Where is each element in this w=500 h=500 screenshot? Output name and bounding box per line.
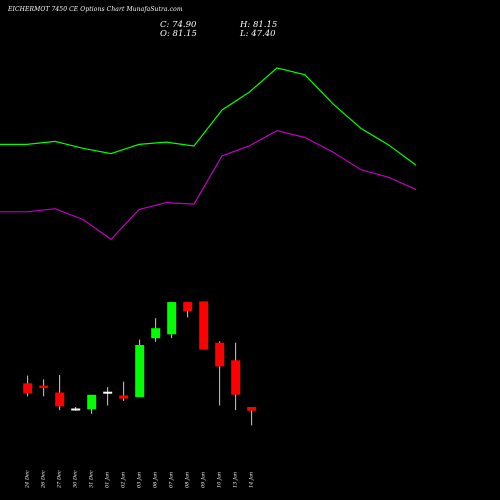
candle-body [167,302,177,335]
candles [23,301,257,426]
x-tick-label: 26 Dec [41,470,47,489]
candle-body [247,407,257,411]
x-tick-label: 24 Dec [25,470,31,489]
x-tick-label: 06 Jan [153,472,159,488]
x-tick-label: 08 Jan [185,472,191,488]
x-tick-label: 02 Jan [121,472,127,488]
close-value: C: 74.90 [160,20,197,30]
x-tick-label: 09 Jan [201,472,207,488]
candle-body [151,328,161,339]
candle-body [71,408,81,411]
candle-body [119,395,129,399]
x-tick-label: 03 Jan [137,472,143,488]
lower-band-line [0,130,417,241]
upper-band-line [0,67,417,166]
candle-body [215,342,225,367]
x-tick-label: 07 Jan [169,472,175,488]
low-value: L: 47.40 [240,29,276,39]
x-axis-ticks: 24 Dec 26 Dec 27 Dec 30 Dec 31 Dec 01 Jan 02 J… [25,470,255,489]
candle-body [231,360,241,395]
chart-title: EICHERMOT 7450 CE Options Chart MunafaSu… [8,6,183,13]
candle-body [87,394,97,410]
candle-body [103,391,113,394]
x-tick-label: 27 Dec [57,470,63,489]
x-tick-label: 14 Jan [249,472,255,488]
candle-body [199,301,209,350]
x-tick-label: 31 Dec [89,470,95,488]
candle-body [23,383,33,394]
x-tick-label: 30 Dec [73,470,79,488]
x-tick-label: 10 Jan [217,472,223,488]
candle-body [39,385,49,388]
high-value: H: 81.15 [240,20,278,30]
candle-body [183,302,193,312]
open-value: O: 81.15 [160,29,197,39]
band-lines [0,67,417,241]
x-tick-label: 01 Jan [105,472,111,488]
candle-body [55,392,65,407]
x-tick-label: 13 Jan [233,472,239,488]
candle-body [135,345,145,398]
